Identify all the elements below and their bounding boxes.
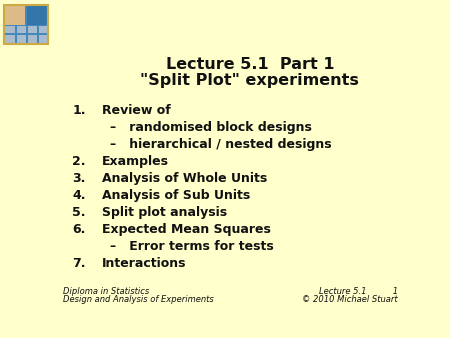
Text: –   randomised block designs: – randomised block designs	[110, 121, 312, 134]
Text: Expected Mean Squares: Expected Mean Squares	[102, 223, 270, 236]
Bar	[4, 26, 47, 44]
Text: Lecture 5.1  Part 1: Lecture 5.1 Part 1	[166, 57, 334, 72]
Text: Design and Analysis of Experiments: Design and Analysis of Experiments	[63, 295, 214, 304]
Bar	[27, 5, 47, 25]
Text: © 2010 Michael Stuart: © 2010 Michael Stuart	[302, 295, 398, 304]
Bar	[37, 26, 39, 44]
Text: Diploma in Statistics: Diploma in Statistics	[63, 287, 149, 295]
Text: 5.: 5.	[72, 206, 86, 219]
Text: 1.: 1.	[72, 104, 86, 117]
Bar	[15, 26, 18, 44]
Text: 2.: 2.	[72, 155, 86, 168]
Text: Review of: Review of	[102, 104, 171, 117]
Text: Analysis of Whole Units: Analysis of Whole Units	[102, 172, 267, 185]
Text: Examples: Examples	[102, 155, 169, 168]
Bar	[4, 33, 47, 35]
Bar	[4, 5, 25, 25]
Text: Split plot analysis: Split plot analysis	[102, 206, 227, 219]
Text: –   Error terms for tests: – Error terms for tests	[110, 240, 274, 253]
Text: 6.: 6.	[72, 223, 86, 236]
FancyBboxPatch shape	[4, 5, 47, 44]
Text: –   hierarchical / nested designs: – hierarchical / nested designs	[110, 138, 332, 151]
Text: "Split Plot" experiments: "Split Plot" experiments	[140, 73, 359, 88]
Text: 7.: 7.	[72, 257, 86, 270]
Text: Interactions: Interactions	[102, 257, 186, 270]
Text: Lecture 5.1          1: Lecture 5.1 1	[319, 287, 398, 295]
Text: 4.: 4.	[72, 189, 86, 202]
Bar	[27, 26, 28, 44]
Text: 3.: 3.	[72, 172, 86, 185]
Text: Analysis of Sub Units: Analysis of Sub Units	[102, 189, 250, 202]
